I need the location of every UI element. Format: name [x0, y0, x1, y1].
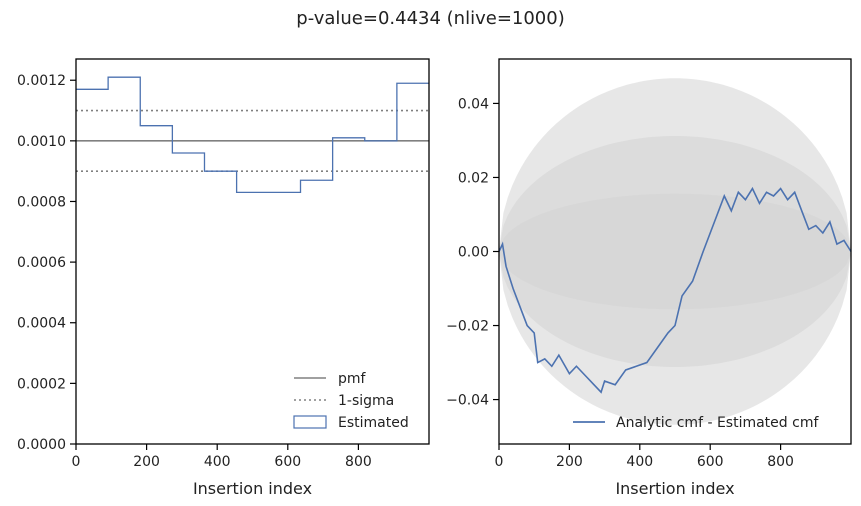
y-tick-label: 0.00	[458, 245, 489, 261]
x-tick-label: 800	[345, 454, 372, 470]
x-tick-label: 0	[72, 454, 81, 470]
left-axes-frame	[75, 58, 430, 445]
legend-pmf-label: pmf	[338, 371, 367, 387]
y-tick-label: 0.0004	[17, 316, 66, 332]
legend-estimated-swatch	[293, 415, 327, 429]
x-axis-label: Insertion index	[615, 479, 734, 498]
figure-title: p-value=0.4434 (nlive=1000)	[296, 8, 565, 29]
y-tick-label: 0.0006	[17, 255, 66, 271]
y-tick-label: 0.0008	[17, 194, 66, 210]
x-tick-label: 200	[133, 454, 160, 470]
x-tick-label: 800	[767, 454, 794, 470]
y-tick-label: 0.0002	[17, 376, 66, 392]
legend-sigma-label: 1-sigma	[338, 393, 394, 409]
x-tick-label: 200	[556, 454, 583, 470]
y-tick-label: −0.04	[446, 393, 489, 409]
legend-estimated-label: Estimated	[338, 415, 409, 431]
y-tick-label: 0.02	[458, 170, 489, 186]
y-tick-label: −0.02	[446, 319, 489, 335]
y-tick-label: 0.04	[458, 96, 489, 112]
right-plot-panel: 0 200 400 600 800 −0.04 −0.02 0.00 0.02 0.04 Inser…	[446, 58, 852, 498]
x-tick-label: 0	[495, 454, 504, 470]
legend-cmf-label: Analytic cmf - Estimated cmf	[616, 415, 819, 431]
x-tick-label: 600	[274, 454, 301, 470]
estimated-step-line	[76, 76, 429, 194]
x-axis-label: Insertion index	[193, 479, 312, 498]
y-tick-label: 0.0000	[17, 437, 66, 453]
x-tick-label: 600	[697, 454, 724, 470]
y-tick-label: 0.0010	[17, 134, 66, 150]
cmf-difference-line	[498, 186, 852, 394]
x-tick-label: 400	[626, 454, 653, 470]
left-plot-panel: 0 200 400 600 800 0.0000 0.0002 0.0004 0.0006 0.0…	[17, 58, 430, 498]
sigma-band-3	[499, 193, 851, 310]
y-tick-label: 0.0012	[17, 73, 66, 89]
x-tick-label: 400	[204, 454, 231, 470]
